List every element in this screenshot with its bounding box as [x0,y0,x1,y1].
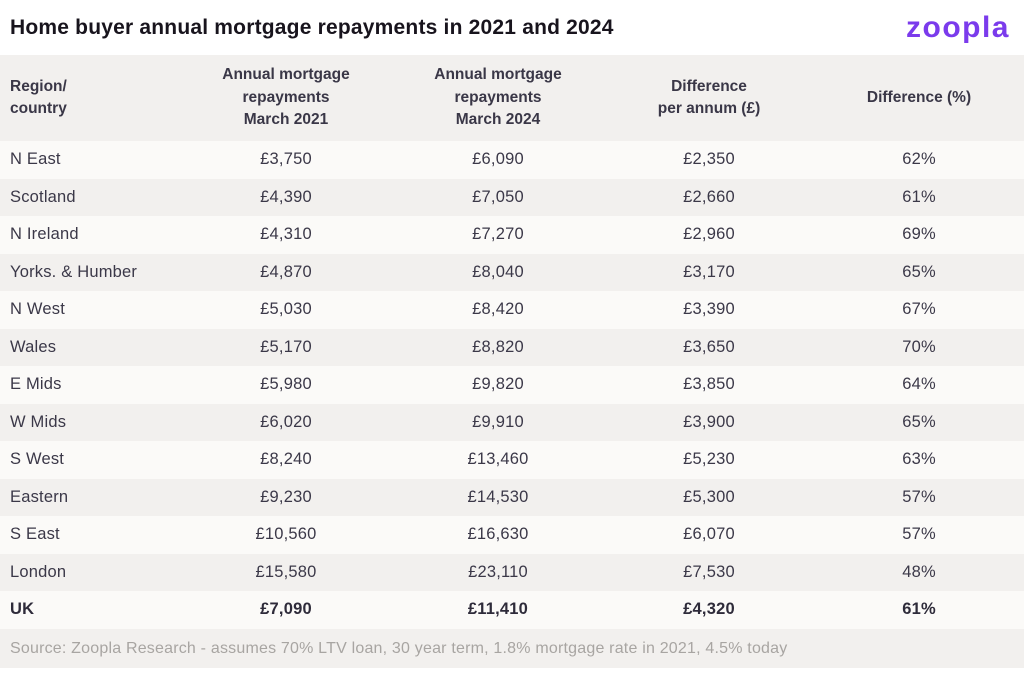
region-cell: Scotland [10,187,76,206]
diff-gbp-cell: £2,960 [683,225,735,244]
repay-2024-cell: £8,820 [472,337,524,356]
region-cell: S West [10,450,65,469]
region-cell: N West [10,300,65,319]
region-cell: UK [10,600,35,619]
diff-pct-cell: 67% [902,300,936,319]
table-row-london: London £15,580 £23,110 £7,530 48% [0,553,1024,591]
repay-2024-cell: £14,530 [467,487,529,506]
region-cell: Wales [10,337,57,356]
repay-2021-cell: £3,750 [260,150,312,169]
region-cell: Yorks. & Humber [10,262,138,281]
region-cell: Eastern [10,487,69,506]
table-row-w-mids: W Mids £6,020 £9,910 £3,900 65% [0,403,1024,441]
zoopla-logo: zoopla [906,10,1010,44]
repay-2024-cell: £8,420 [472,300,524,319]
column-header-repayments-2024: Annual mortgage repayments March 2024 [434,66,562,129]
repay-2021-cell: £6,020 [260,412,312,431]
diff-pct-cell: 64% [902,375,936,394]
bottom-margin [0,668,1024,678]
diff-pct-cell: 61% [902,187,936,206]
repay-2021-cell: £9,230 [260,487,312,506]
diff-gbp-cell: £5,230 [683,450,735,469]
diff-pct-cell: 48% [902,562,936,581]
repay-2021-cell: £5,170 [260,337,312,356]
diff-gbp-cell: £7,530 [683,562,735,581]
repay-2024-cell: £8,040 [472,262,524,281]
repay-2021-cell: £8,240 [260,450,312,469]
repay-2024-cell: £7,270 [472,225,524,244]
column-header-region: Region/ country [10,77,67,117]
title-bar: Home buyer annual mortgage repayments in… [0,0,1024,55]
diff-gbp-cell: £6,070 [683,525,735,544]
table-row-s-east: S East £10,560 £16,630 £6,070 57% [0,516,1024,554]
repay-2021-cell: £4,310 [260,225,312,244]
table-header-row: Region/ country Annual mortgage repaymen… [0,55,1024,141]
diff-pct-cell: 57% [902,487,936,506]
diff-gbp-cell: £3,850 [683,375,735,394]
repay-2021-cell: £4,390 [260,187,312,206]
source-note: Source: Zoopla Research - assumes 70% LT… [10,639,788,657]
mortgage-repayments-table: Region/ country Annual mortgage repaymen… [0,55,1024,629]
table-row-uk-total: UK £7,090 £11,410 £4,320 61% [0,591,1024,629]
table-row-yorks-humber: Yorks. & Humber £4,870 £8,040 £3,170 65% [0,253,1024,291]
repay-2021-cell: £4,870 [260,262,312,281]
table-row-e-mids: E Mids £5,980 £9,820 £3,850 64% [0,366,1024,404]
repay-2021-cell: £15,580 [255,562,317,581]
table-row-n-ireland: N Ireland £4,310 £7,270 £2,960 69% [0,216,1024,254]
table-row-eastern: Eastern £9,230 £14,530 £5,300 57% [0,478,1024,516]
page-title: Home buyer annual mortgage repayments in… [10,15,614,39]
diff-pct-cell: 57% [902,525,936,544]
table-body: N East £3,750 £6,090 £2,350 62% Scotland… [0,141,1024,629]
repay-2024-cell: £6,090 [472,150,524,169]
region-cell: N Ireland [10,225,79,244]
diff-gbp-cell: £2,660 [683,187,735,206]
repay-2024-cell: £7,050 [472,187,524,206]
repay-2024-cell: £23,110 [468,562,528,581]
table-row-wales: Wales £5,170 £8,820 £3,650 70% [0,328,1024,366]
diff-pct-cell: 65% [902,412,936,431]
repay-2024-cell: £13,460 [467,450,529,469]
column-header-difference-gbp: Difference per annum (£) [657,77,761,117]
repay-2021-cell: £7,090 [260,600,312,619]
repay-2024-cell: £9,910 [472,412,524,431]
repay-2021-cell: £10,560 [255,525,317,544]
diff-pct-cell: 63% [902,450,936,469]
diff-gbp-cell: £5,300 [683,487,735,506]
region-cell: London [10,562,67,581]
table-row-n-west: N West £5,030 £8,420 £3,390 67% [0,291,1024,329]
table-row-scotland: Scotland £4,390 £7,050 £2,660 61% [0,178,1024,216]
table-row-s-west: S West £8,240 £13,460 £5,230 63% [0,441,1024,479]
column-header-difference-pct: Difference (%) [866,88,972,106]
diff-pct-cell: 70% [902,337,936,356]
diff-gbp-cell: £2,350 [683,150,735,169]
diff-pct-cell: 65% [902,262,936,281]
region-cell: W Mids [10,412,67,431]
diff-pct-cell: 69% [902,225,936,244]
table-row-n-east: N East £3,750 £6,090 £2,350 62% [0,141,1024,179]
diff-pct-cell: 62% [902,150,936,169]
diff-gbp-cell: £3,900 [683,412,735,431]
repay-2021-cell: £5,030 [260,300,312,319]
column-header-repayments-2021: Annual mortgage repayments March 2021 [222,66,350,129]
region-cell: E Mids [10,375,62,394]
diff-gbp-cell: £3,170 [683,262,735,281]
region-cell: S East [10,525,60,544]
source-footer: Source: Zoopla Research - assumes 70% LT… [0,629,1024,668]
diff-pct-cell: 61% [902,600,936,619]
diff-gbp-cell: £3,650 [683,337,735,356]
diff-gbp-cell: £3,390 [683,300,735,319]
repay-2021-cell: £5,980 [260,375,312,394]
diff-gbp-cell: £4,320 [683,600,735,619]
region-cell: N East [10,150,61,169]
repay-2024-cell: £16,630 [467,525,529,544]
repay-2024-cell: £9,820 [472,375,524,394]
repay-2024-cell: £11,410 [467,600,529,619]
